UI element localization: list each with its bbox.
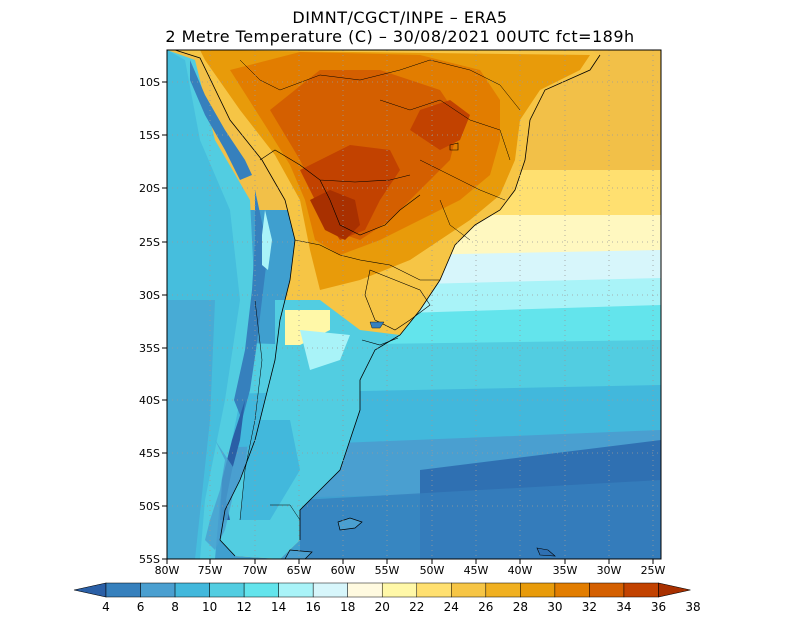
east-coastline bbox=[299, 54, 601, 540]
country-border-argentina bbox=[294, 239, 440, 281]
colorbar-label: 30 bbox=[547, 600, 562, 614]
colorbar-label: 28 bbox=[513, 600, 528, 614]
colorbar-cell bbox=[520, 582, 556, 598]
colorbar-label: 24 bbox=[444, 600, 459, 614]
colorbar-cell bbox=[451, 582, 487, 598]
colorbar-label: 20 bbox=[375, 600, 390, 614]
colorbar-cell bbox=[209, 582, 245, 598]
map-title-line-2: 2 Metre Temperature (C) – 30/08/2021 00U… bbox=[165, 27, 635, 46]
lon-label: 45W bbox=[464, 564, 489, 577]
colorbar-cell bbox=[623, 582, 659, 598]
lon-label: 80W bbox=[155, 564, 180, 577]
andes-cold-ridge bbox=[190, 60, 252, 180]
lat-label: 50S bbox=[139, 500, 160, 513]
map-frame bbox=[166, 49, 662, 560]
colorbar-cell bbox=[416, 582, 452, 598]
lat-label: 35S bbox=[139, 342, 160, 355]
colorbar-label: 36 bbox=[651, 600, 666, 614]
lat-label: 25S bbox=[139, 236, 160, 249]
lon-label: 40W bbox=[508, 564, 533, 577]
colorbar-label: 16 bbox=[306, 600, 321, 614]
country-border-uruguay bbox=[364, 269, 431, 331]
axis-ticks bbox=[162, 81, 654, 564]
colorbar-cell bbox=[174, 582, 210, 598]
lat-label: 45S bbox=[139, 447, 160, 460]
colorbar-arrow-high bbox=[658, 582, 691, 598]
colorbar-label: 14 bbox=[271, 600, 286, 614]
lon-label: 65W bbox=[287, 564, 312, 577]
colorbar-label: 38 bbox=[685, 600, 700, 614]
colorbar-cell bbox=[347, 582, 383, 598]
colorbar-label: 4 bbox=[102, 600, 110, 614]
colorbar-label: 34 bbox=[616, 600, 631, 614]
colorbar-label: 18 bbox=[340, 600, 355, 614]
colorbar-label: 22 bbox=[409, 600, 424, 614]
lon-label: 25W bbox=[641, 564, 666, 577]
colorbar-cell bbox=[140, 582, 176, 598]
west-coastline bbox=[174, 50, 296, 557]
colorbar-label: 6 bbox=[137, 600, 145, 614]
colorbar-cell bbox=[243, 582, 279, 598]
colorbar-cell bbox=[312, 582, 348, 598]
colorbar-label: 10 bbox=[202, 600, 217, 614]
map-plot-area bbox=[167, 50, 661, 559]
colorbar-cell bbox=[381, 582, 418, 598]
colorbar-label: 32 bbox=[582, 600, 597, 614]
lon-label: 50W bbox=[420, 564, 445, 577]
longitude-labels: 80W 75W 70W 65W 60W 55W 50W 45W 40W 35W … bbox=[155, 564, 666, 577]
lon-label: 75W bbox=[198, 564, 223, 577]
lon-label: 35W bbox=[553, 564, 578, 577]
country-border-paraguay bbox=[319, 179, 421, 236]
lon-label: 70W bbox=[243, 564, 268, 577]
colorbar-cell bbox=[589, 582, 625, 598]
lat-label: 15S bbox=[139, 129, 160, 142]
latitude-labels: 10S 15S 20S 25S 30S 35S 40S 45S 50S 55S bbox=[139, 76, 160, 566]
colorbar-label: 26 bbox=[478, 600, 493, 614]
colorbar-cell bbox=[105, 582, 141, 598]
lon-label: 55W bbox=[375, 564, 400, 577]
falkland-islands bbox=[337, 517, 363, 531]
lat-label: 40S bbox=[139, 394, 160, 407]
colorbar-cell bbox=[554, 582, 590, 598]
colorbar-arrow-low bbox=[73, 582, 107, 598]
lat-label: 10S bbox=[139, 76, 160, 89]
lat-label: 20S bbox=[139, 182, 160, 195]
colorbar-cell bbox=[485, 582, 521, 598]
colorbar: 4 6 8 10 12 14 16 18 20 22 24 26 28 30 32 34 36 38 bbox=[73, 582, 701, 614]
lon-label: 60W bbox=[331, 564, 356, 577]
lat-label: 30S bbox=[139, 289, 160, 302]
colorbar-label: 8 bbox=[171, 600, 179, 614]
colorbar-label: 12 bbox=[236, 600, 251, 614]
map-title-line-1: DIMNT/CGCT/INPE – ERA5 bbox=[292, 8, 508, 27]
colorbar-cell bbox=[278, 582, 314, 598]
lon-label: 30W bbox=[597, 564, 622, 577]
lat-label: 55S bbox=[139, 553, 160, 566]
